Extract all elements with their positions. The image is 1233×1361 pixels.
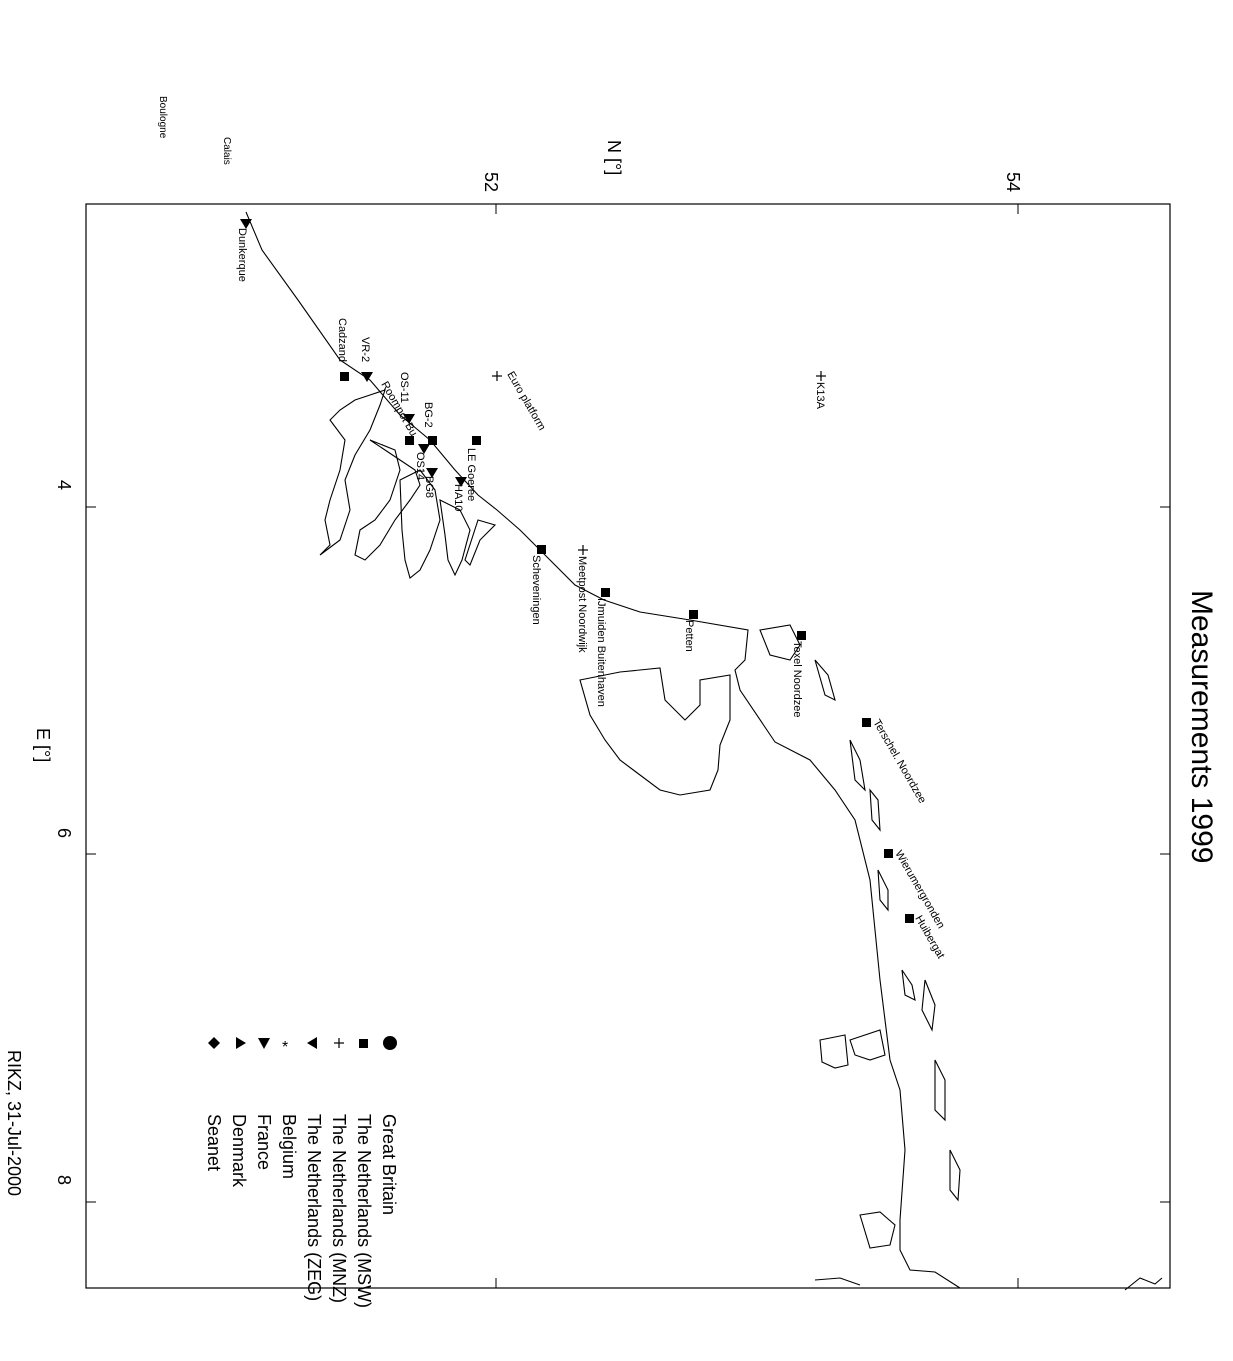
station-label: Texel Noordzee [791,641,803,717]
coastline [245,211,1163,1291]
legend-label: Belgium [279,1114,299,1179]
marker-scheveningen [537,545,546,554]
legend-symbol-asterisk: * [282,1039,288,1056]
x-tick-label: 6 [54,828,74,838]
legend-symbols: * [208,1036,397,1056]
legend-labels: Great Britain The Netherlands (MSW) The … [204,1114,399,1308]
station-label: Dunkerque [236,228,248,282]
marker-bg-2 [428,436,437,445]
station-label: HA10 [452,484,464,512]
legend-symbol-square [359,1039,368,1048]
marker-euro-platform [492,371,502,381]
marker-vr-2 [361,372,373,382]
axes-frame [85,203,1171,1289]
legend-symbol-plus [334,1038,344,1048]
marker-bg8 [426,468,438,478]
marker-terschel [862,718,871,727]
station-label: K13A [814,382,826,410]
chart-title: Measurements 1999 [1185,590,1218,864]
station-label: Petten [683,620,695,652]
legend: * Great Britain The Netherlands (MSW) Th… [204,1036,399,1308]
x-axis-label: E [°] [33,728,53,762]
station-markers [240,219,914,923]
y-axis-label: N [°] [604,140,624,175]
legend-label: Denmark [229,1114,249,1188]
station-label: Cadzand [336,318,348,362]
x-tick-label: 4 [54,480,74,490]
station-label: BG-2 [422,402,434,428]
station-label: LE Goeree [465,448,477,501]
station-label: Meetpost Noordwijk [576,556,588,653]
marker-dunkerque [240,219,252,229]
tick-marks [86,204,1170,1288]
x-tick-label: 8 [54,1175,74,1185]
marker-ha10 [455,477,467,487]
outside-label-calais: Calais [221,137,232,165]
legend-symbol-diamond [208,1037,220,1049]
marker-os14 [418,444,430,454]
legend-label: France [254,1114,274,1170]
station-label: Terschel. Noordzee [870,718,928,806]
station-label: VR-2 [359,337,371,362]
marker-meetpost [578,545,588,555]
legend-symbol-triangle-left [307,1037,317,1049]
legend-symbol-circle [383,1036,397,1050]
marker-ijmuiden [601,588,610,597]
outside-label-boulogne: Boulogne [157,96,168,139]
y-tick-label: 52 [481,172,501,192]
marker-huibergat [905,914,914,923]
legend-symbol-triangle-down [258,1038,270,1049]
marker-wierumergronden [884,849,893,858]
marker-le-goeree [472,436,481,445]
legend-label: The Netherlands (MSW) [354,1114,374,1308]
marker-roompot [405,436,414,445]
legend-label: Seanet [204,1114,224,1171]
marker-cadzand [340,372,349,381]
station-label: BG8 [423,476,435,498]
marker-texel [797,631,806,640]
marker-os-11 [403,414,415,424]
station-label: Euro platform [504,370,547,433]
y-tick-label: 54 [1003,172,1023,192]
station-labels: Dunkerque Cadzand VR-2 Roompot Bu OS-11 … [236,228,947,961]
station-label: OS14 [414,452,426,480]
marker-petten [689,610,698,619]
legend-label: The Netherlands (MNZ) [329,1114,349,1303]
station-label: OS-11 [398,372,410,403]
station-label: IJmuiden Buitenhaven [595,598,607,707]
legend-symbol-triangle-right [236,1037,246,1049]
credit-label: RIKZ, 31-Jul-2000 [4,1050,24,1196]
station-label: Scheveningen [530,555,542,625]
legend-label: The Netherlands (ZEG) [304,1114,324,1301]
marker-k13a [816,371,826,381]
legend-label: Great Britain [379,1114,399,1215]
